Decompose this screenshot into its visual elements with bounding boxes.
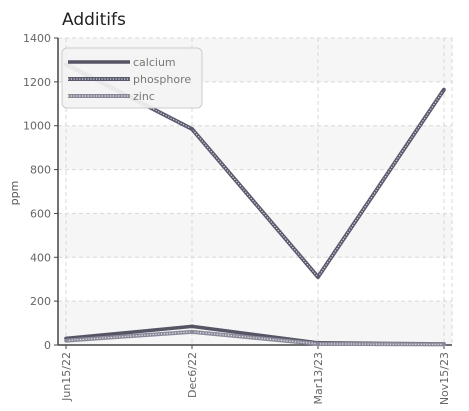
x-tick-labels: Jun15/22 Dec6/22 Mar13/23 Nov15/23 xyxy=(60,345,451,405)
data-point xyxy=(316,275,320,279)
x-tick-label: Nov15/23 xyxy=(438,352,451,405)
y-tick-label: 800 xyxy=(30,164,51,177)
x-tick-label: Dec6/22 xyxy=(186,352,199,398)
legend-label: phosphore xyxy=(133,73,191,86)
legend-label: calcium xyxy=(133,56,176,69)
data-point xyxy=(316,342,320,346)
series-line xyxy=(65,329,445,347)
y-tick-label: 200 xyxy=(30,295,51,308)
legend-label: zinc xyxy=(133,90,155,103)
series-zinc xyxy=(64,329,446,347)
data-point xyxy=(442,342,446,347)
x-tick-label: Jun15/22 xyxy=(60,352,73,402)
data-point xyxy=(442,87,446,92)
grid-band xyxy=(58,213,452,258)
chart-title: Additifs xyxy=(62,10,126,30)
y-tick-label: 0 xyxy=(44,339,51,352)
y-tick-label: 1000 xyxy=(23,120,51,133)
y-axis-label: ppm xyxy=(8,181,21,206)
y-tick-label: 1400 xyxy=(23,32,51,45)
y-tick-labels: 0 200 400 600 800 1000 1200 1400 xyxy=(23,32,58,352)
data-point xyxy=(190,324,194,329)
y-tick-label: 400 xyxy=(30,251,51,264)
data-point xyxy=(64,338,68,343)
y-tick-label: 1200 xyxy=(23,76,51,89)
data-point xyxy=(190,127,194,131)
legend: calcium phosphore zinc xyxy=(61,47,203,109)
y-tick-label: 600 xyxy=(30,207,51,220)
x-tick-label: Mar13/23 xyxy=(312,352,325,404)
data-point xyxy=(190,330,194,334)
grid-band xyxy=(58,125,452,170)
